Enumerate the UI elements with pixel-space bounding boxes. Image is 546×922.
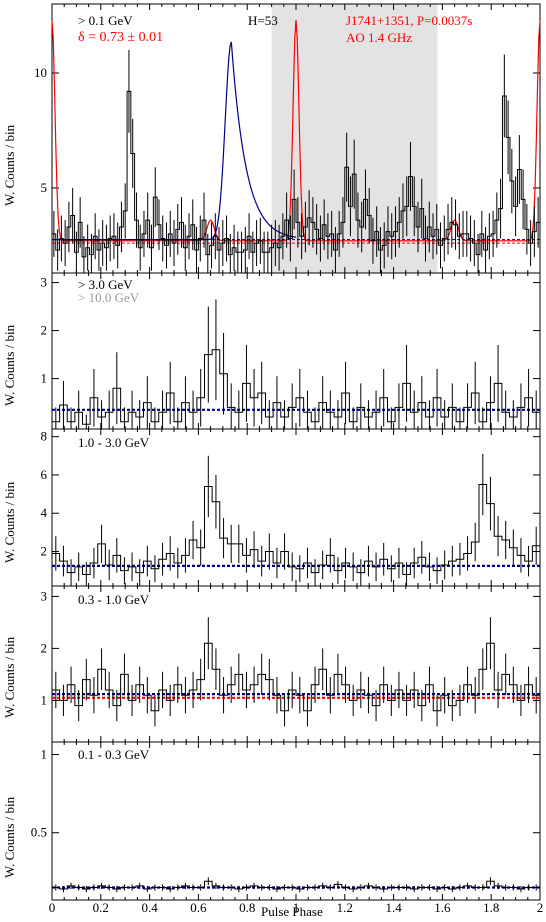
x-tick-label: 0.8 <box>239 900 255 915</box>
y-tick-label: 3 <box>41 588 48 603</box>
y-tick-label: 1 <box>41 692 48 707</box>
panel1-htest-label: H=53 <box>248 13 278 28</box>
x-tick-label: 1.8 <box>483 900 499 915</box>
panel5-energy-label: 0.1 - 0.3 GeV <box>78 747 150 762</box>
y-tick-label: 6 <box>41 467 48 482</box>
panel3-histogram <box>52 484 540 576</box>
panel3-frame <box>51 428 541 587</box>
panel4-ylabel: W. Counts / bin <box>2 636 17 718</box>
panel2-ylabel: W. Counts / bin <box>2 324 17 406</box>
x-tick-label: 1.4 <box>385 900 402 915</box>
panel4-energy-label: 0.3 - 1.0 GeV <box>78 592 150 607</box>
y-tick-label: 8 <box>41 429 48 444</box>
y-tick-label: 4 <box>41 505 48 520</box>
y-tick-label: 3 <box>41 275 48 290</box>
panel2-histogram <box>52 349 540 425</box>
panel3-energy-label: 1.0 - 3.0 GeV <box>78 435 150 450</box>
panel1-pulsar-label: J1741+1351, P=0.0037s <box>346 13 473 28</box>
x-tick-label: 0.6 <box>190 900 207 915</box>
y-tick-label: 0.5 <box>31 825 47 840</box>
y-tick-label: 1 <box>41 371 48 386</box>
panel1-energy-label: > 0.1 GeV <box>78 13 133 28</box>
panel5-frame <box>51 741 541 901</box>
y-tick-label: 5 <box>41 180 48 195</box>
x-tick-label: 1.2 <box>337 900 353 915</box>
panel1-ylabel: W. Counts / bin <box>2 124 17 206</box>
y-tick-label: 2 <box>41 640 48 655</box>
x-tick-label: 1.6 <box>434 900 451 915</box>
x-tick-label: 0.2 <box>93 900 109 915</box>
radio-profile-curve <box>51 20 541 242</box>
panel1-histogram <box>52 90 540 258</box>
y-tick-label: 1 <box>41 747 48 762</box>
panel1-radio-label: AO 1.4 GHz <box>346 30 413 45</box>
x-axis-label: Pulse Phase <box>261 904 323 919</box>
x-tick-label: 0 <box>49 900 56 915</box>
panel4-frame <box>51 585 541 743</box>
x-tick-label: 2 <box>537 900 544 915</box>
panel5-histogram <box>52 880 540 890</box>
panel2-energy-label: > 3.0 GeV <box>78 277 133 292</box>
fitted-profile-curve <box>52 41 297 241</box>
panel5-ylabel: W. Counts / bin <box>2 796 17 878</box>
y-tick-label: 2 <box>41 323 48 338</box>
panel2-energy-label-2: > 10.0 GeV <box>78 290 140 305</box>
y-tick-label: 2 <box>41 544 48 559</box>
y-tick-label: 10 <box>34 65 47 80</box>
panel4-histogram <box>52 642 540 712</box>
panel3-ylabel: W. Counts / bin <box>2 481 17 563</box>
x-tick-label: 0.4 <box>141 900 158 915</box>
panel1-delta-label: δ = 0.73 ± 0.01 <box>78 30 164 45</box>
x-tick-label: 1 <box>293 900 300 915</box>
